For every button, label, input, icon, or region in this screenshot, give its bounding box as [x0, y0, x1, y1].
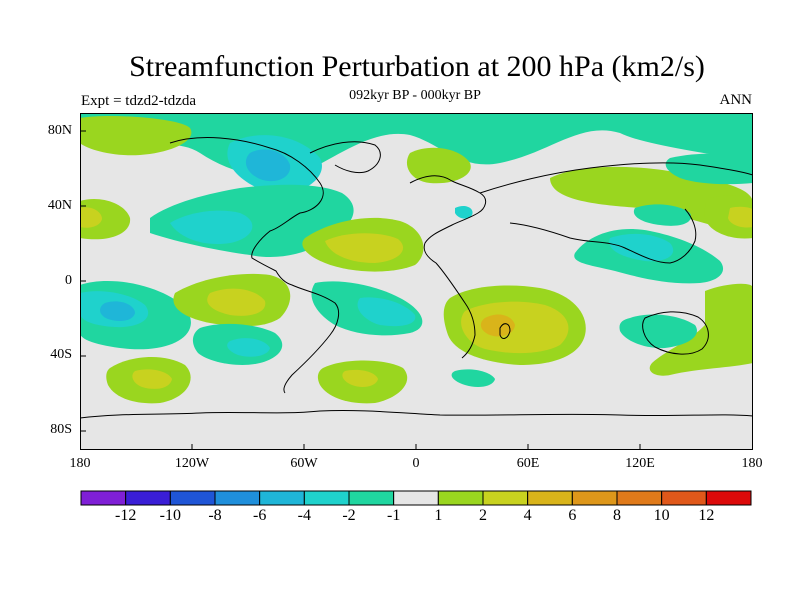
colorbar-label: 8 — [613, 507, 621, 524]
colorbar-swatch — [705, 490, 752, 506]
colorbar-swatch — [616, 490, 663, 506]
experiment-label: Expt = tdzd2-tdzda — [81, 93, 197, 109]
colorbar-label: -4 — [297, 507, 311, 524]
lat-label-80s: 80S — [50, 422, 72, 437]
contour-med-neg — [455, 205, 473, 219]
contour-siberia-neg — [665, 153, 753, 185]
lon-label-120e: 120E — [625, 456, 655, 471]
contour-sind-mid-neg — [451, 369, 495, 387]
season-label: ANN — [719, 92, 753, 108]
colorbar-label: -10 — [159, 507, 181, 524]
colorbar-label: -12 — [114, 507, 137, 524]
coastline-greenland — [309, 141, 381, 174]
colorbar-swatch — [348, 490, 395, 506]
contour-npac-west-core — [80, 207, 102, 228]
colorbar-label: -6 — [252, 507, 267, 524]
colorbar-label: 10 — [653, 507, 670, 524]
colorbar-swatch — [80, 490, 127, 506]
lon-label-0: 0 — [412, 456, 420, 471]
colorbar-label: -2 — [342, 507, 356, 524]
contour-trop-atl-core — [325, 233, 404, 263]
colorbar-swatch — [259, 490, 305, 506]
lon-label-180e: 180 — [741, 456, 763, 471]
colorbar-label: 1 — [434, 507, 443, 524]
colorbar-label: 12 — [698, 507, 715, 524]
colorbar-swatch — [125, 490, 171, 506]
contour-spac-mid-core — [132, 369, 172, 389]
colorbar-swatch — [303, 490, 350, 506]
coastline-north-asia — [479, 162, 753, 194]
contour-fill-layer — [80, 113, 753, 450]
lon-label-120w: 120W — [174, 456, 210, 471]
lat-label-40n: 40N — [47, 198, 72, 213]
contour-canada-core — [245, 149, 291, 182]
contour-spac-west-min — [100, 301, 135, 321]
lon-label-60w: 60W — [290, 456, 318, 471]
contour-australia-neg — [619, 314, 697, 349]
contour-sam-core — [207, 288, 266, 316]
colorbar-swatch — [571, 490, 618, 506]
contour-satl-mid-core — [342, 369, 378, 387]
lon-label-60e: 60E — [516, 456, 540, 471]
colorbar-swatch — [482, 490, 529, 506]
colorbar-label: 2 — [479, 507, 487, 524]
coastline-europe-africa — [409, 175, 487, 359]
lon-label-180w: 180 — [69, 456, 91, 471]
contour-asia-pos — [550, 166, 753, 233]
coastline-antarctica — [80, 409, 753, 419]
colorbar — [80, 490, 752, 506]
colorbar-label: 4 — [523, 507, 532, 524]
contour-antarctic — [410, 410, 753, 450]
lat-label-80n: 80N — [47, 123, 72, 138]
map-ticks — [80, 130, 641, 450]
plot-title: Streamfunction Perturbation at 200 hPa (… — [129, 50, 705, 83]
coastline-south-asia — [509, 208, 697, 264]
coastline-americas — [169, 137, 340, 394]
colorbar-swatch — [437, 490, 484, 506]
contour-npac-east-core — [728, 206, 753, 228]
colorbar-label: -1 — [386, 507, 401, 524]
colorbar-swatch — [169, 490, 216, 506]
contour-natl-neg-core — [170, 210, 253, 245]
coastline-australia — [642, 311, 709, 355]
contour-china-neg — [633, 204, 691, 226]
contour-patagonia-core — [227, 338, 270, 357]
colorbar-swatch — [214, 490, 261, 506]
contour-europe-pos — [406, 147, 471, 184]
contour-indopac-neg-core — [609, 233, 674, 262]
contour-alaska-pos — [80, 116, 192, 156]
colorbar-swatch — [527, 490, 573, 506]
colorbar-swatch — [661, 490, 707, 506]
contour-sind-core — [461, 301, 569, 354]
colorbar-swatch — [393, 490, 439, 506]
colorbar-label: 6 — [568, 507, 577, 524]
contour-sind-max — [480, 314, 515, 337]
streamfunction-map — [80, 113, 753, 450]
colorbar-label: -8 — [208, 507, 222, 524]
plot-subtitle: 092kyr BP - 000kyr BP — [349, 88, 481, 103]
lat-label-40s: 40S — [50, 347, 72, 362]
coastline-madagascar — [499, 323, 511, 339]
contour-satl-core — [357, 297, 416, 327]
lat-label-eq: 0 — [65, 273, 72, 288]
contour-spac-east-pos — [649, 283, 753, 376]
coastline-layer — [80, 137, 753, 419]
